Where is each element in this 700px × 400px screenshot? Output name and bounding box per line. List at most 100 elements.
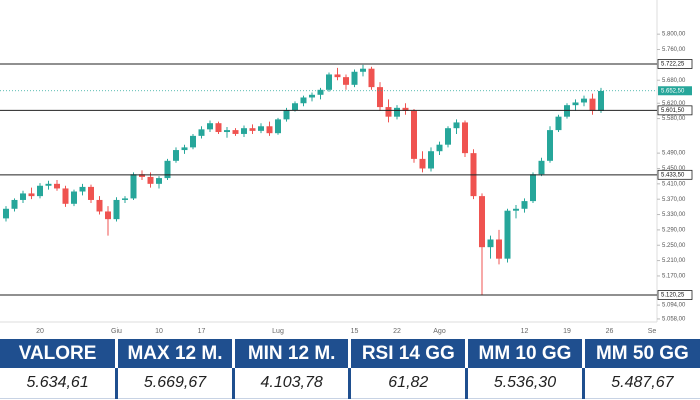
x-tick-label: Lug (272, 328, 284, 335)
candle-body (530, 174, 536, 202)
candle-body (181, 147, 188, 151)
candle-body (232, 130, 239, 134)
level-label: 5.722,25 (661, 62, 685, 68)
level-label-box (657, 290, 693, 300)
candle-body (402, 107, 409, 111)
candle-body (224, 130, 230, 133)
candle-body (258, 126, 264, 131)
x-tick-label: 26 (606, 328, 614, 335)
candle-body (156, 178, 162, 184)
candle-body (54, 183, 60, 189)
candle-body (3, 208, 9, 219)
candle-body (28, 193, 35, 197)
level-label: 5.120,25 (661, 293, 685, 299)
candle-body (249, 128, 256, 131)
x-tick-label: 15 (351, 328, 359, 335)
candle-body (436, 144, 443, 152)
header-cell: VALORE (0, 339, 119, 368)
candle-body (419, 158, 426, 169)
x-tick-label: 10 (155, 328, 163, 335)
candle-body (334, 74, 341, 78)
value-cell: 5.634,61 (0, 368, 119, 399)
candle-body (479, 196, 485, 248)
candle-body (504, 210, 511, 259)
y-tick-label: 5.058,00 (662, 317, 686, 323)
value-cell: 4.103,78 (233, 368, 352, 399)
last-price-label: 5.652,50 (661, 88, 685, 94)
candle-body (147, 176, 154, 184)
x-tick-label: 17 (198, 328, 206, 335)
candle-body (266, 126, 273, 134)
header-row: VALORE MAX 12 M. MIN 12 M. RSI 14 GG MM … (0, 339, 700, 368)
candle-body (71, 191, 77, 204)
stats-table: VALORE MAX 12 M. MIN 12 M. RSI 14 GG MM … (0, 339, 700, 399)
candle-body (215, 123, 222, 133)
header-cell: MM 50 GG (583, 339, 700, 368)
x-tick-label: Giu (111, 328, 122, 335)
level-label-box (657, 59, 693, 69)
chart: 5.058,00 5.094,00 5.170,00 5.210,00 5.250,00… (0, 0, 693, 335)
candle-body (555, 116, 562, 131)
candle-body (360, 68, 366, 72)
candle-body (496, 239, 502, 259)
candle-body (326, 74, 332, 90)
y-tick-label: 5.410,00 (662, 181, 686, 187)
y-tick-label: 5.680,00 (662, 78, 686, 84)
candle-body (385, 107, 392, 117)
candle-body (45, 183, 52, 186)
candle-body (37, 185, 43, 197)
header-cell: MM 10 GG (466, 339, 585, 368)
y-tick-label: 5.450,00 (662, 166, 686, 172)
y-tick-label: 5.290,00 (662, 227, 686, 233)
level-label: 5.601,50 (661, 108, 685, 114)
header-cell: MAX 12 M. (116, 339, 235, 368)
candle-body (411, 110, 417, 159)
candle-body (368, 68, 375, 88)
candle-body (377, 87, 383, 108)
y-tick-label: 5.760,00 (662, 47, 686, 53)
candle-body (88, 186, 94, 200)
header-cell: MIN 12 M. (233, 339, 352, 368)
candle-body (164, 160, 171, 179)
value-cell: 5.487,67 (583, 368, 700, 399)
candle-body (589, 98, 596, 111)
candle-body (309, 94, 315, 98)
candle-body (105, 211, 111, 220)
candle-body (190, 135, 196, 148)
candle-body (173, 150, 179, 161)
candle-body (453, 122, 460, 129)
candle-body (292, 103, 298, 111)
candle-body (547, 130, 553, 161)
candle-body (317, 89, 324, 95)
candle-body (394, 107, 400, 117)
x-tick-label: Se (648, 328, 657, 335)
candle-body (521, 201, 528, 209)
candle-body (343, 77, 349, 85)
candle-body (207, 123, 213, 130)
value-cell: 61,82 (349, 368, 469, 399)
candle-body (428, 151, 434, 169)
candle-body (351, 71, 358, 85)
value-cell: 5.669,67 (116, 368, 235, 399)
candle-body (79, 186, 86, 192)
level-label-box (657, 105, 693, 116)
candle-body (487, 239, 494, 248)
value-row: 5.634,61 5.669,67 4.103,78 61,82 5.536,3… (0, 368, 700, 399)
y-tick-label: 5.170,00 (662, 274, 686, 280)
candle-body (445, 128, 451, 145)
candle-body (139, 174, 145, 177)
y-tick-label: 5.620,00 (662, 101, 686, 107)
candle-body (564, 105, 570, 117)
y-tick-label: 5.210,00 (662, 258, 686, 264)
candle-body (283, 110, 290, 120)
y-tick-label: 5.800,00 (662, 32, 686, 38)
y-tick-label: 5.250,00 (662, 243, 686, 249)
y-tick-label: 5.490,00 (662, 151, 686, 157)
candle-body (241, 128, 247, 134)
candle-body (462, 122, 468, 154)
y-tick-label: 5.330,00 (662, 212, 686, 218)
y-tick-label: 5.580,00 (662, 116, 686, 122)
value-cell: 5.536,30 (466, 368, 585, 399)
candle-body (198, 129, 205, 136)
